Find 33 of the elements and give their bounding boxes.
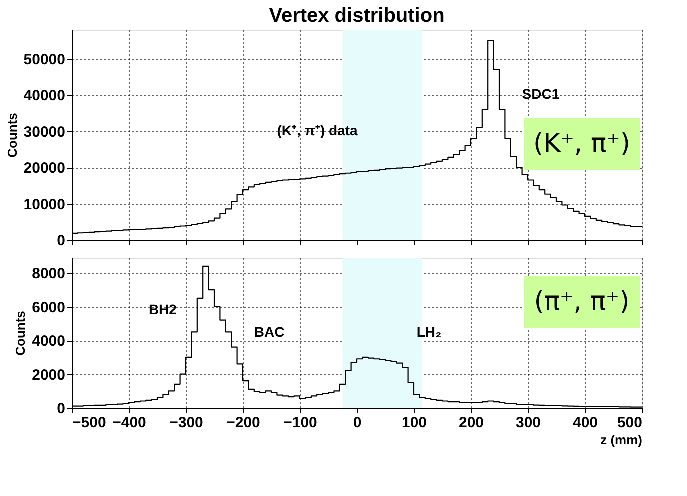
annotation: SDC1 [522, 86, 560, 102]
y-axis-title: Counts [13, 311, 28, 356]
annotation: LH₂ [416, 324, 442, 340]
x-tick-label: 400 [572, 414, 598, 432]
annotation: BH2 [148, 302, 178, 318]
x-tick-label: −400 [112, 414, 146, 432]
x-tick-label: −500 [72, 414, 106, 432]
y-tick-label: 2000 [32, 366, 66, 384]
y-tick-label: 50000 [24, 51, 66, 68]
y-tick-label: 4000 [32, 333, 66, 350]
y-tick-label: 6000 [32, 299, 66, 316]
x-tick-label: 500 [617, 414, 642, 432]
x-tick-label: −100 [284, 414, 318, 432]
y-tick-label: 30000 [24, 124, 66, 141]
y-axis-title: Counts [4, 113, 20, 158]
annotation: (π⁺, π⁺) [534, 287, 630, 317]
y-tick-label: 10000 [24, 196, 66, 214]
x-axis-title: z (mm) [600, 432, 642, 448]
annotation: (K⁺, π⁺) [534, 129, 630, 159]
y-tick-label: 20000 [24, 160, 66, 178]
y-tick-label: 0 [57, 232, 66, 250]
chart-title: Vertex distribution [269, 5, 445, 27]
x-tick-label: 0 [353, 414, 362, 432]
annotation: BAC [254, 324, 285, 340]
x-tick-label: 300 [516, 414, 542, 432]
x-tick-label: −200 [226, 414, 260, 432]
x-tick-label: 200 [458, 414, 484, 432]
y-tick-label: 0 [57, 400, 66, 418]
annotation: (K⁺, π⁺) data [277, 122, 358, 138]
x-tick-label: −300 [170, 414, 204, 432]
y-tick-label: 40000 [24, 88, 66, 105]
x-tick-label: 100 [402, 414, 428, 432]
y-tick-label: 8000 [32, 266, 66, 283]
